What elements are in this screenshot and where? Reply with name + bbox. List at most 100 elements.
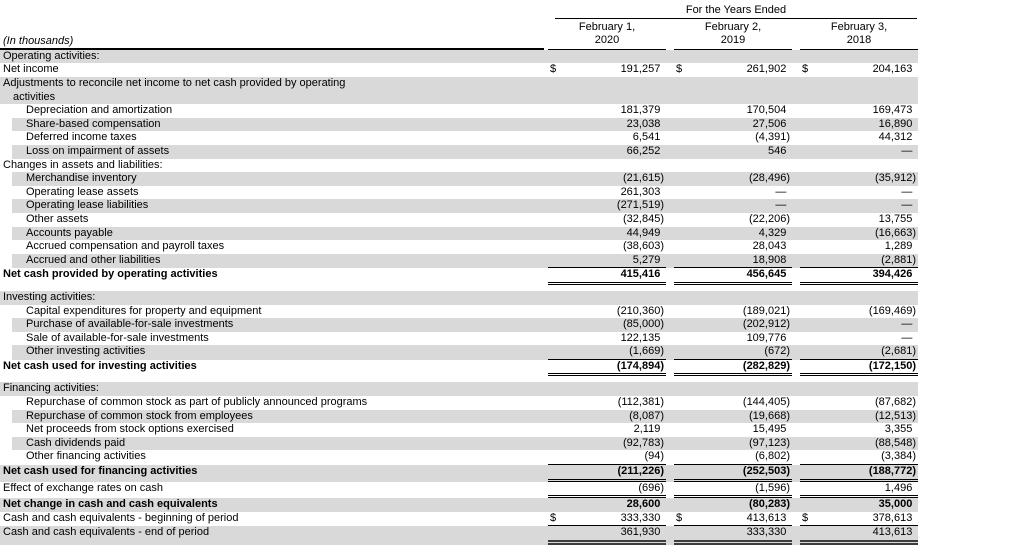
dollar-sign: $ bbox=[802, 63, 809, 76]
cell-value: —) bbox=[901, 331, 913, 344]
value-cell: —) bbox=[800, 186, 918, 200]
value-cell bbox=[800, 291, 918, 305]
value-cell: (8,087) bbox=[548, 410, 666, 424]
cell-value: 28,600) bbox=[626, 498, 661, 511]
cell-value: 546) bbox=[767, 144, 787, 157]
cell-value: (1,669) bbox=[629, 345, 664, 358]
cell-value: 415,416) bbox=[620, 268, 661, 281]
value-cell bbox=[548, 291, 666, 305]
table-row: Net proceeds from stock options exercise… bbox=[0, 423, 918, 437]
cell-value: —) bbox=[775, 199, 787, 212]
row-label: Net cash used for investing activities bbox=[3, 359, 197, 372]
value-cell: (28,496) bbox=[674, 172, 792, 186]
value-cell: 23,038) bbox=[548, 118, 666, 132]
cell-value: (85,000) bbox=[623, 318, 664, 331]
years-ended-heading: For the Years Ended bbox=[555, 3, 917, 19]
cell-value: (174,894) bbox=[616, 359, 664, 372]
value-cell: 18,908) bbox=[674, 254, 792, 269]
table-row: Merchandise inventory (21,615) (28,496) (35… bbox=[0, 172, 918, 186]
cell-value: (169,469) bbox=[868, 304, 916, 317]
table-header: (In thousands) For the Years Ended Febru… bbox=[0, 3, 918, 50]
cell-value: (172,150) bbox=[868, 359, 916, 372]
value-cell: 13,755) bbox=[800, 213, 918, 227]
cell-value: 1,289) bbox=[884, 240, 913, 253]
in-thousands-note: (In thousands) bbox=[0, 3, 544, 50]
column-header-date-2019: February 2, 2019 bbox=[674, 21, 792, 50]
cell-value: (87,682) bbox=[875, 396, 916, 409]
cell-value: 66,252) bbox=[626, 144, 661, 157]
row-label: Accrued and other liabilities bbox=[26, 253, 161, 266]
value-cell: (87,682) bbox=[800, 396, 918, 410]
dollar-sign: $ bbox=[676, 511, 683, 524]
value-cell: 261,303) bbox=[548, 186, 666, 200]
cell-value: 170,504) bbox=[746, 104, 787, 117]
cell-value: (28,496) bbox=[749, 172, 790, 185]
value-cell: 1,289) bbox=[800, 240, 918, 254]
table-row: Changes in assets and liabilities: bbox=[0, 159, 918, 173]
table-row: Net cash used for financing activities (2… bbox=[0, 465, 918, 482]
value-cell: —) bbox=[800, 199, 918, 213]
value-cell: (189,021) bbox=[674, 305, 792, 319]
value-cell: (282,829) bbox=[674, 360, 792, 377]
row-label: Accounts payable bbox=[26, 226, 113, 239]
cell-value: 261,902) bbox=[746, 63, 787, 76]
value-cell: (12,513) bbox=[800, 410, 918, 424]
value-cell: (112,381) bbox=[548, 396, 666, 410]
value-cell: (211,226) bbox=[548, 465, 666, 482]
row-label: Other financing activities bbox=[26, 450, 146, 463]
value-cell: (174,894) bbox=[548, 360, 666, 377]
value-cell: (169,469) bbox=[800, 305, 918, 319]
value-cell: (144,405) bbox=[674, 396, 792, 410]
value-cell: (6,802) bbox=[674, 450, 792, 466]
value-cell: 16,890) bbox=[800, 118, 918, 132]
value-cell: (32,845) bbox=[548, 213, 666, 227]
cell-value: —) bbox=[901, 199, 913, 212]
year-columns-header: For the Years Ended February 1, 2020 Feb… bbox=[548, 3, 918, 50]
value-cell: (2,681) bbox=[800, 345, 918, 360]
cell-value: (2,681) bbox=[881, 345, 916, 358]
date-headers: February 1, 2020 February 2, 2019 Februa… bbox=[548, 21, 918, 50]
table-row: Cash and cash equivalents - beginning of… bbox=[0, 512, 918, 527]
value-cell: —) bbox=[674, 186, 792, 200]
cell-value: 413,613) bbox=[746, 511, 787, 524]
cell-value: —) bbox=[901, 318, 913, 331]
table-row: Accrued compensation and payroll taxes (3… bbox=[0, 240, 918, 254]
table-row: Effect of exchange rates on cash (696) (1,… bbox=[0, 482, 918, 499]
cell-value: 122,135) bbox=[620, 331, 661, 344]
row-label: Net proceeds from stock options exercise… bbox=[26, 423, 234, 436]
row-label: Repurchase of common stock as part of pu… bbox=[26, 396, 368, 409]
cell-value: (88,548) bbox=[875, 436, 916, 449]
cell-value: (19,668) bbox=[749, 409, 790, 422]
cell-value: (210,360) bbox=[616, 304, 664, 317]
value-cell: 413,613) bbox=[800, 526, 918, 545]
table-row: Capital expenditures for property and eq… bbox=[0, 305, 918, 319]
cell-value: (1,596) bbox=[755, 481, 790, 494]
value-cell: 27,506) bbox=[674, 118, 792, 132]
value-cell: (271,519) bbox=[548, 199, 666, 213]
table-row: Other investing activities (1,669) (672) (2… bbox=[0, 345, 918, 360]
cell-value: (12,513) bbox=[875, 409, 916, 422]
cell-value: 333,330) bbox=[746, 526, 787, 539]
value-cell: (88,548) bbox=[800, 437, 918, 451]
table-row: Net change in cash and cash equivalents 2… bbox=[0, 498, 918, 512]
value-cell: 2,119) bbox=[548, 423, 666, 437]
row-label: Investing activities: bbox=[3, 290, 96, 303]
cell-value: 35,000) bbox=[878, 498, 913, 511]
cell-value: (112,381) bbox=[617, 396, 664, 409]
table-body: Operating activities:Net income $191,257)… bbox=[0, 49, 918, 545]
table-row: Other assets (32,845) (22,206) 13,755) bbox=[0, 213, 918, 227]
value-cell bbox=[548, 50, 666, 64]
value-cell: (210,360) bbox=[548, 305, 666, 319]
row-label: Other assets bbox=[26, 212, 89, 225]
table-row: Loss on impairment of assets 66,252) 546) —… bbox=[0, 144, 918, 159]
table-row: Cash and cash equivalents - end of perio… bbox=[0, 526, 918, 545]
value-cell bbox=[548, 159, 666, 173]
cell-value: 261,303) bbox=[620, 185, 661, 198]
cell-value: 15,495) bbox=[752, 423, 787, 436]
value-cell bbox=[674, 291, 792, 305]
value-cell: (22,206) bbox=[674, 213, 792, 227]
cash-flow-table: (In thousands) For the Years Ended Febru… bbox=[0, 3, 918, 545]
cell-value: (6,802) bbox=[755, 450, 790, 463]
table-row: Accrued and other liabilities 5,279) 18,90… bbox=[0, 253, 918, 269]
table-row: Sale of available-for-sale investments 12… bbox=[0, 332, 918, 346]
